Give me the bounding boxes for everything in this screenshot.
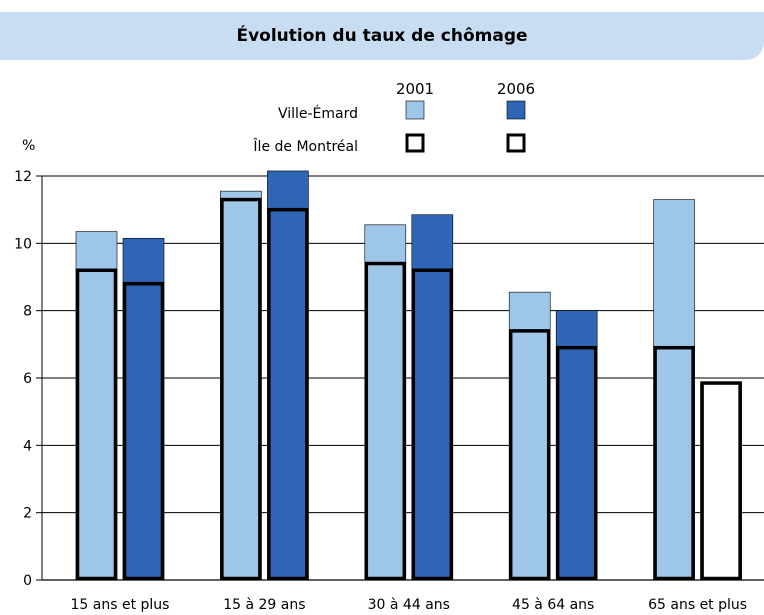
bar-ville-emard-2001 <box>220 190 262 581</box>
y-tick-label: 4 <box>23 438 32 454</box>
bar-ville-emard-2001 <box>653 199 695 581</box>
legend-swatch-ville-emard-2001 <box>405 100 425 120</box>
chart-title: Évolution du taux de chômage <box>236 26 528 46</box>
legend: 2001 2006 Ville-Émard Île de Montréal <box>252 80 535 155</box>
y-tick-label: 10 <box>14 236 32 252</box>
legend-year-2006: 2006 <box>497 80 535 98</box>
bar-ville-emard-2001 <box>508 291 551 581</box>
x-tick-label: 15 ans et plus <box>71 597 170 613</box>
x-tick-label: 30 à 44 ans <box>368 597 450 613</box>
legend-year-2001: 2001 <box>396 80 434 98</box>
bar-montreal-2006 <box>411 268 454 581</box>
y-tick-label: 6 <box>23 371 32 387</box>
bar-montreal-2001 <box>364 261 407 581</box>
bar-ville-emard-2006 <box>122 237 165 581</box>
x-tick-label: 65 ans et plus <box>648 597 747 613</box>
bar-ville-emard-2006 <box>411 214 454 581</box>
bar-montreal-2001 <box>75 268 118 581</box>
bar-montreal-2006 <box>700 381 742 581</box>
axes: 0 2 4 6 8 10 12% 15 ans et plus 15 à 29 ans 30 à … <box>14 138 764 613</box>
chart-title-band: Évolution du taux de chômage <box>0 12 764 60</box>
legend-swatch-montreal-2001 <box>405 133 425 153</box>
legend-swatch-ville-emard-2006 <box>506 100 526 120</box>
bar-montreal-2001 <box>508 329 551 581</box>
legend-label-montreal: Île de Montréal <box>252 137 358 155</box>
bar-montreal-2001 <box>653 345 695 581</box>
bar-ville-emard-2006 <box>267 170 309 581</box>
bar-ville-emard-2001 <box>364 224 407 581</box>
bar-montreal-2006 <box>267 207 309 581</box>
bar-montreal-2006 <box>555 345 598 581</box>
y-tick-label: 12 <box>14 169 32 185</box>
y-tick-label: 0 <box>23 573 32 589</box>
bars <box>75 170 742 581</box>
legend-swatch-montreal-2006 <box>506 133 526 153</box>
x-tick-label: 45 à 64 ans <box>512 597 594 613</box>
bar-montreal-2001 <box>220 197 262 581</box>
y-tick-label: 8 <box>23 304 32 320</box>
bar-montreal-2006 <box>122 281 165 581</box>
y-tick-label: 2 <box>23 506 32 522</box>
y-axis-label: % <box>22 138 35 154</box>
legend-label-ville-emard: Ville-Émard <box>278 105 358 122</box>
x-tick-label: 15 à 29 ans <box>223 597 305 613</box>
bar-ville-emard-2006 <box>555 310 598 581</box>
bar-ville-emard-2001 <box>75 231 118 581</box>
